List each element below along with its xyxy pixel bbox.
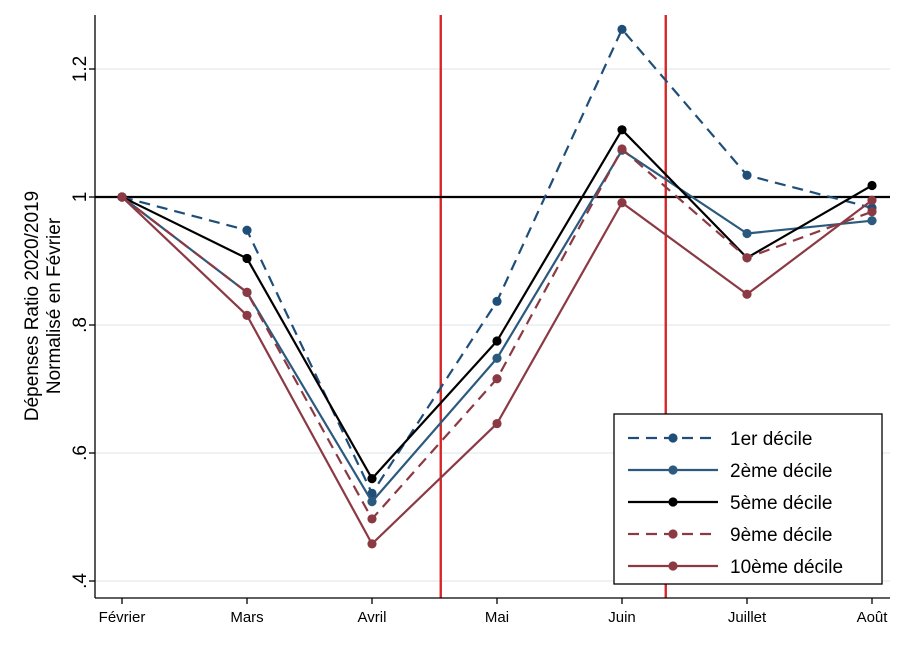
series-2-point-3 bbox=[492, 336, 502, 346]
x-tick-label-4: Juin bbox=[608, 609, 636, 626]
series-0-point-5 bbox=[742, 170, 752, 180]
x-tick-label-1: Mars bbox=[230, 609, 263, 626]
y-axis-label-line2: Normalisé en Février bbox=[44, 217, 65, 394]
legend-marker-1 bbox=[668, 465, 678, 475]
series-4-point-5 bbox=[742, 289, 752, 299]
series-0-point-3 bbox=[492, 296, 502, 306]
legend-box bbox=[613, 413, 883, 585]
series-4-point-4 bbox=[617, 198, 627, 208]
legend-label-1: 2ème décile bbox=[730, 461, 832, 482]
x-tick-label-5: Juillet bbox=[728, 609, 767, 626]
x-tick-label-3: Mai bbox=[485, 609, 509, 626]
series-4-point-6 bbox=[867, 195, 877, 205]
x-tick-label-0: Février bbox=[99, 609, 146, 626]
series-2-point-1 bbox=[242, 253, 252, 264]
legend-marker-0 bbox=[668, 433, 678, 443]
series-2-point-4 bbox=[617, 125, 627, 135]
legend-label-2: 5ème décile bbox=[730, 493, 832, 514]
legend-marker-3 bbox=[668, 529, 678, 539]
y-axis-label-line1: Dépenses Ratio 2020/2019 bbox=[22, 191, 43, 421]
series-4-point-2 bbox=[367, 539, 377, 549]
legend-marker-2 bbox=[668, 497, 678, 507]
axes: .4 .6 .8 1 1.2 Février Mars Avril Mai Juin Juillet… bbox=[70, 15, 890, 626]
series-1-point-6 bbox=[867, 216, 877, 226]
series-lines bbox=[117, 24, 877, 549]
series-1-point-3 bbox=[492, 353, 502, 363]
series-0-point-4 bbox=[617, 24, 627, 34]
y-tick-label-1: .6 bbox=[70, 445, 91, 461]
series-3-point-2 bbox=[367, 514, 377, 524]
series-3-point-3 bbox=[492, 374, 502, 384]
y-tick-label-2: .8 bbox=[70, 317, 91, 333]
legend-label-4: 10ème décile bbox=[730, 557, 843, 578]
series-4-point-1 bbox=[242, 310, 252, 320]
y-tick-label-4: 1.2 bbox=[70, 56, 91, 82]
series-2-point-6 bbox=[867, 180, 877, 191]
legend: 1er décile 2ème décile 5ème décile 9ème déc… bbox=[613, 413, 883, 585]
series-2-point-2 bbox=[367, 474, 377, 484]
series-4-point-3 bbox=[492, 418, 502, 429]
legend-marker-4 bbox=[668, 561, 678, 571]
series-1-point-5 bbox=[742, 228, 752, 239]
legend-label-0: 1er décile bbox=[730, 429, 812, 450]
series-3-point-1 bbox=[242, 287, 252, 297]
series-0-point-2 bbox=[367, 488, 377, 498]
series-1-point-2 bbox=[367, 497, 377, 507]
series-3-point-5 bbox=[742, 253, 752, 263]
y-tick-label-3: 1 bbox=[70, 192, 91, 203]
series-0-point-1 bbox=[242, 225, 252, 235]
x-tick-label-2: Avril bbox=[358, 609, 387, 626]
x-tick-label-6: Août bbox=[857, 609, 889, 626]
series-3-point-6 bbox=[867, 207, 877, 217]
legend-label-3: 9ème décile bbox=[730, 525, 832, 546]
y-tick-label-0: .4 bbox=[70, 573, 91, 589]
series-3-point-4 bbox=[617, 144, 627, 154]
series-4-point-0 bbox=[117, 192, 127, 202]
